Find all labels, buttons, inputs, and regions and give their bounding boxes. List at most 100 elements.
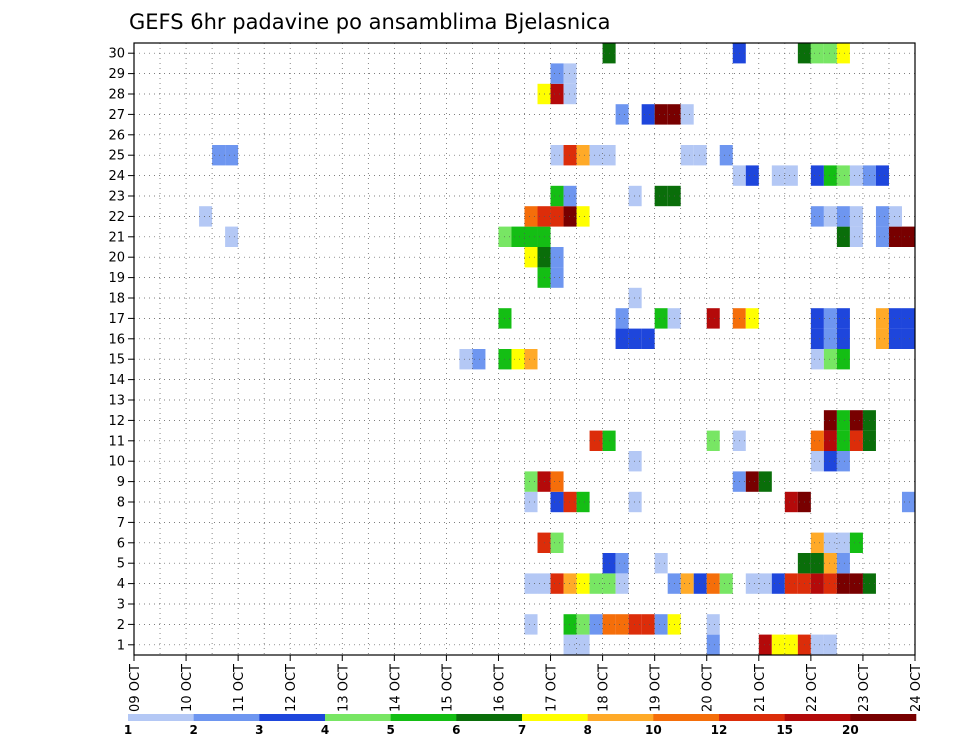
heat-cell [745,573,759,594]
colorbar-label: 7 [518,723,526,737]
heat-cell [875,308,889,329]
y-tick-label: 2 [117,618,125,633]
colorbar-label: 12 [711,723,728,737]
colorbar-label: 10 [645,723,662,737]
heat-cell [784,165,798,186]
heat-cell [524,349,538,370]
heat-cell [888,308,902,329]
heat-cell [810,553,824,574]
y-tick-label: 9 [117,475,125,490]
heat-cell [719,145,733,166]
heat-cell [823,308,837,329]
heat-cell [615,573,629,594]
heat-cell [771,634,785,655]
y-tick-label: 15 [108,353,125,368]
heat-cell [524,614,538,635]
heat-cell [550,491,564,513]
heat-cell [771,165,785,186]
heat-cell [524,573,538,594]
heat-cell [524,471,538,492]
y-tick-label: 28 [108,88,125,103]
plot-frame [133,42,916,656]
heat-cell [810,430,824,451]
heat-cell [810,206,824,227]
data-cells [199,43,915,655]
x-tick-label: 14 OCT [388,664,403,712]
y-axis: 1234567891011121314151617181920212223242… [108,47,134,653]
heat-cell [758,634,772,655]
heat-cell [823,451,837,472]
heat-cell [849,206,863,227]
colorbar-swatch [719,714,785,721]
heat-cell [810,349,824,370]
x-axis: 09 OCT 10 OCT 11 OCT 12 OCT 13 OCT 14 OCT 15 O… [128,655,924,712]
y-tick-label: 29 [108,67,125,82]
heat-cell [901,491,915,513]
heat-cell [563,614,577,635]
heat-cell [225,145,239,166]
heat-cell [693,573,707,594]
colorbar-swatch [128,714,194,721]
heat-cell [810,573,824,594]
heat-cell [641,614,655,635]
colorbar-swatch [587,714,654,721]
y-tick-label: 19 [108,271,125,286]
heat-cell [823,573,837,594]
x-tick-label: 22 OCT [805,664,820,712]
colorbar-swatch [784,714,851,721]
y-tick-label: 16 [108,332,125,347]
heat-cell [563,63,577,84]
heat-cell [836,532,850,553]
x-tick-label: 18 OCT [597,664,612,712]
heat-cell [836,573,850,594]
heat-cell [628,328,642,349]
heat-cell [875,165,889,186]
heat-cell [784,491,798,513]
heat-cell [758,471,772,492]
heat-cell [823,553,837,574]
colorbar-label: 1 [124,723,132,737]
heat-cell [901,328,915,349]
heat-cell [901,308,915,329]
heat-cell [615,104,629,125]
heat-cell [836,206,850,227]
y-tick-label: 30 [108,47,125,62]
heat-cell [758,573,772,594]
x-tick-label: 20 OCT [701,664,716,712]
heat-cell [563,185,577,207]
heat-cell [823,634,837,655]
heat-cell [875,328,889,349]
heat-cell [706,573,720,594]
heat-cell [693,145,707,166]
heat-cell [550,83,564,105]
heat-cell [589,614,603,635]
x-tick-label: 13 OCT [336,664,351,712]
heat-cell [836,43,850,64]
heat-cell [875,226,889,247]
x-tick-label: 11 OCT [232,664,247,712]
heat-cell [823,410,837,431]
colorbar-swatch [193,714,260,721]
colorbar-label: 2 [189,723,197,737]
y-tick-label: 21 [108,230,125,245]
heat-cell [888,206,902,227]
heat-cell [589,430,603,451]
heat-cell [576,573,590,594]
heat-cell [576,145,590,166]
heat-cell [511,349,525,370]
heat-cell [615,614,629,635]
colorbar-swatch [850,714,917,721]
colorbar-legend: 1 2 3 4 5 6 7 8 10 12 15 20 [124,714,917,737]
heat-cell [654,553,668,574]
y-tick-label: 3 [117,598,125,613]
heat-cell [524,206,538,227]
colorbar-swatch [653,714,720,721]
heat-cell [615,308,629,329]
heat-cell [550,63,564,84]
y-tick-label: 17 [108,312,125,327]
heat-cell [589,573,603,594]
heat-cell [628,451,642,472]
heat-cell [706,308,720,329]
y-tick-label: 27 [108,108,125,123]
